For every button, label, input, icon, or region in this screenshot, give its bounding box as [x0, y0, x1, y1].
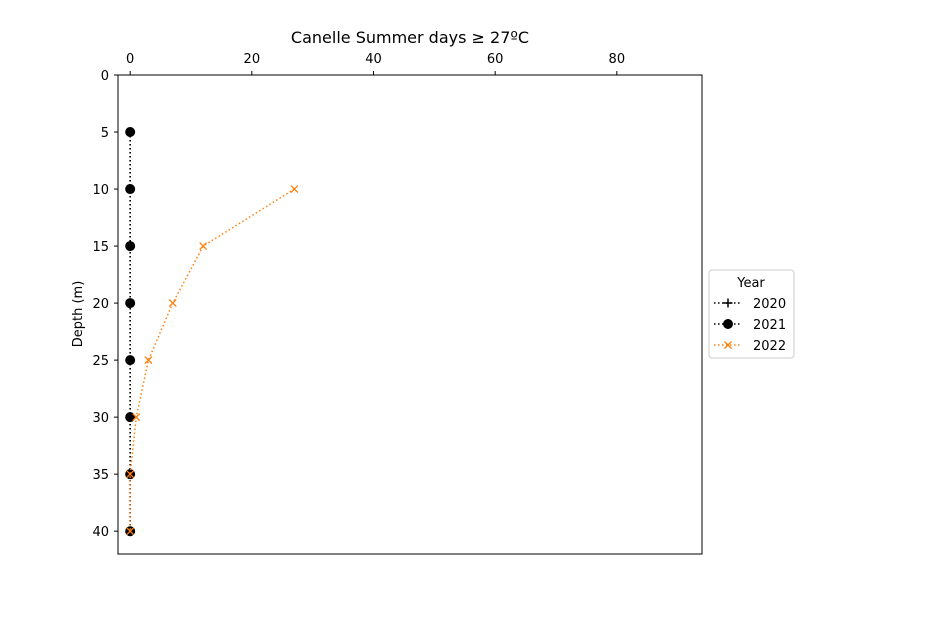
x-tick-label: 40: [365, 52, 382, 67]
data-point: [125, 241, 136, 252]
x-tick-label: 60: [487, 52, 504, 67]
legend: Year 2020 2021 2022: [708, 269, 795, 359]
x-tick-label: 0: [126, 52, 134, 67]
legend-label: 2021: [753, 318, 786, 333]
y-tick-label: 25: [92, 354, 109, 369]
marker-stroke: [199, 242, 208, 251]
chart-title: Canelle Summer days ≥ 27ºC: [291, 28, 529, 47]
y-tick-label: 35: [92, 468, 109, 483]
data-point: [144, 356, 153, 365]
y-tick-label: 5: [101, 126, 109, 141]
legend-marker: [724, 341, 732, 349]
y-tick-label: 30: [92, 411, 109, 426]
marker-stroke: [144, 356, 153, 365]
y-tick-label: 0: [101, 69, 109, 84]
y-axis-label: Depth (m): [71, 281, 86, 348]
x-tick-label: 20: [244, 52, 261, 67]
legend-label: 2022: [753, 339, 786, 354]
legend-item-2021: 2021: [714, 318, 786, 333]
legend-item-2020: 2020: [714, 297, 786, 312]
series-line: [129, 188, 295, 532]
x-tick-label: 80: [609, 52, 626, 67]
data-point: [199, 242, 208, 251]
y-axis: 0 5 10 15 20 25 30 35 40: [92, 69, 118, 540]
plot-area-frame: [117, 74, 703, 555]
data-point: [132, 413, 141, 422]
data-point: [126, 470, 135, 479]
series-layer: [125, 127, 299, 537]
data-point: [126, 527, 135, 536]
data-point: [125, 412, 136, 423]
data-point: [125, 184, 136, 195]
data-point: [290, 185, 299, 194]
marker-stroke: [126, 527, 135, 536]
legend-items: 2020 2021 2022: [714, 297, 786, 354]
legend-title: Year: [736, 276, 765, 291]
y-tick-label: 40: [92, 525, 109, 540]
data-point: [168, 299, 177, 308]
marker-stroke: [126, 470, 135, 479]
series-2022: [126, 185, 299, 536]
data-point: [125, 355, 136, 366]
data-point: [125, 127, 136, 138]
marker-stroke: [290, 185, 299, 194]
y-tick-label: 15: [92, 240, 109, 255]
y-tick-label: 10: [92, 183, 109, 198]
y-tick-label: 20: [92, 297, 109, 312]
legend-label: 2020: [753, 297, 786, 312]
x-axis: 0 20 40 60 80: [126, 52, 625, 75]
marker-stroke: [132, 413, 141, 422]
data-point: [125, 298, 136, 309]
legend-marker: [723, 319, 733, 329]
legend-item-2022: 2022: [714, 339, 786, 354]
marker-stroke: [168, 299, 177, 308]
marker-stroke: [724, 341, 732, 349]
legend-marker: [723, 298, 733, 308]
legend-box: [708, 269, 795, 359]
